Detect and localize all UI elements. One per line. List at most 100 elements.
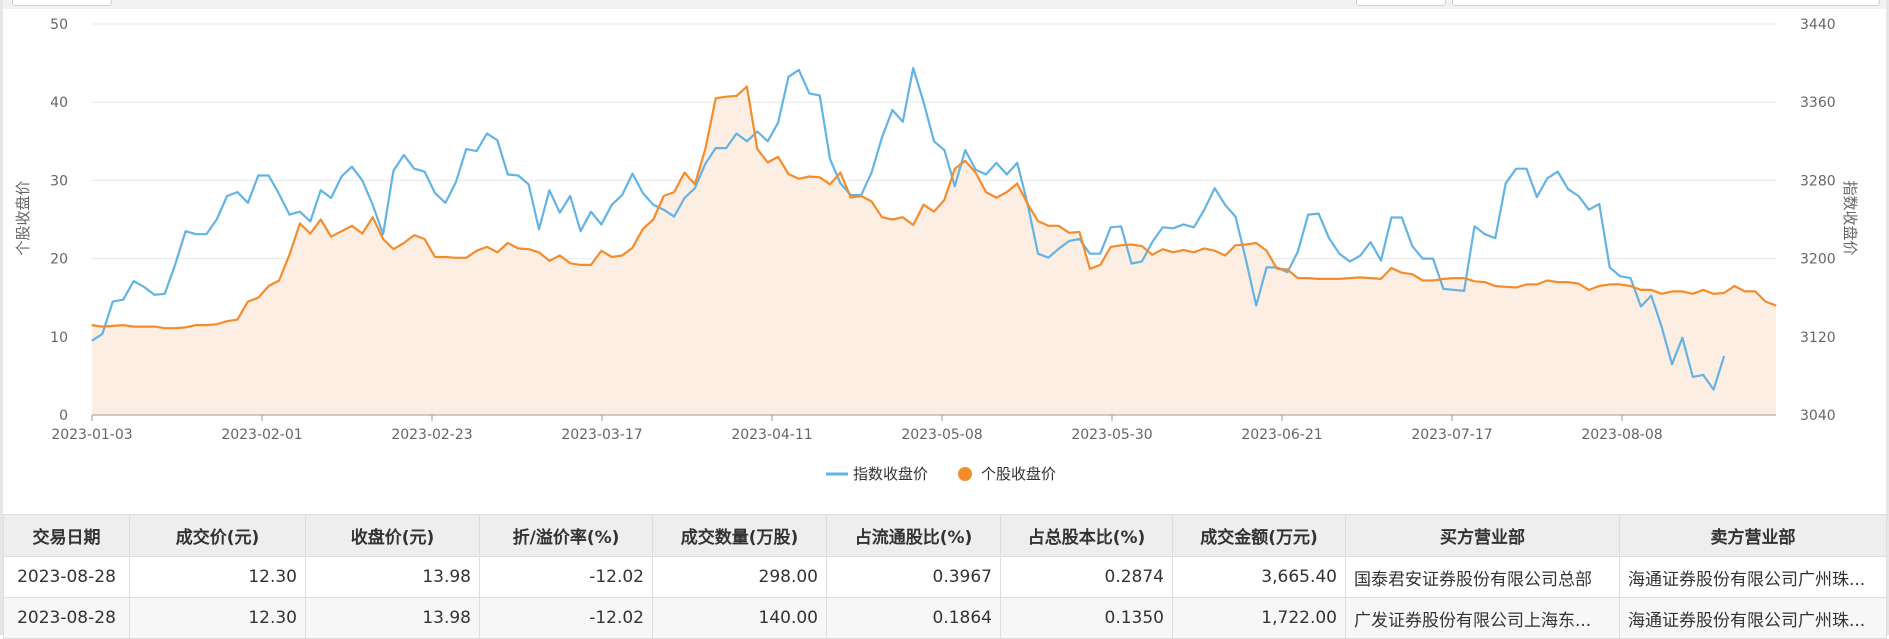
stock-point bbox=[1494, 285, 1496, 287]
header-trade-date[interactable]: 交易日期 bbox=[3, 514, 130, 557]
stock-point bbox=[1681, 290, 1683, 292]
stock-point bbox=[1577, 283, 1580, 285]
x-axis: 2023-01-03 2023-02-01 2023-02-23 2023-03-17… bbox=[51, 414, 1776, 443]
cell-volume: 140.00 bbox=[652, 597, 827, 639]
stock-point bbox=[798, 178, 800, 180]
header-close-price[interactable]: 收盘价(元) bbox=[305, 514, 480, 557]
y-left-tick-label: 40 bbox=[50, 95, 68, 111]
index-point bbox=[1380, 260, 1382, 262]
index-point bbox=[1557, 171, 1559, 173]
stock-point bbox=[715, 97, 717, 99]
chart-legend: 指数收盘价 个股收盘价 bbox=[826, 465, 1056, 483]
index-point bbox=[756, 130, 758, 133]
x-tick-label: 2023-07-17 bbox=[1411, 427, 1492, 443]
stock-point bbox=[455, 257, 457, 259]
toolbar-button-right-2[interactable] bbox=[1452, 0, 1880, 6]
stock-point bbox=[1359, 276, 1361, 278]
index-point bbox=[631, 173, 634, 175]
y-left-tick-label: 10 bbox=[50, 330, 68, 346]
y-right-tick-label: 3360 bbox=[1800, 95, 1836, 111]
index-point bbox=[746, 140, 748, 142]
stock-point bbox=[528, 248, 530, 250]
header-amount[interactable]: 成交金额(万元) bbox=[1172, 514, 1346, 557]
header-total-ratio[interactable]: 占总股本比(%) bbox=[1000, 514, 1173, 557]
index-point bbox=[923, 101, 925, 103]
stock-point bbox=[1286, 268, 1288, 271]
index-point bbox=[278, 193, 280, 195]
stock-point bbox=[1224, 254, 1226, 257]
stock-point bbox=[1598, 285, 1600, 287]
index-point bbox=[1193, 226, 1195, 228]
stock-point bbox=[1307, 277, 1309, 279]
y-left-tick-label: 30 bbox=[50, 173, 68, 189]
stock-point bbox=[1234, 244, 1237, 246]
index-point bbox=[528, 183, 530, 185]
stock-point bbox=[1162, 248, 1164, 250]
stock-point bbox=[424, 238, 426, 240]
index-point bbox=[611, 204, 613, 206]
index-point bbox=[798, 69, 800, 71]
stock-point bbox=[1713, 293, 1715, 295]
index-close-line bbox=[91, 66, 1726, 391]
cell-premium-rate: -12.02 bbox=[479, 597, 653, 639]
cell-seller[interactable]: 海通证券股份有限公司广州珠... bbox=[1619, 597, 1887, 639]
stock-point bbox=[1733, 285, 1735, 287]
index-point bbox=[288, 214, 291, 216]
y-right-tick-label: 3120 bbox=[1800, 330, 1836, 346]
stock-point bbox=[143, 326, 145, 328]
cell-volume: 298.00 bbox=[652, 556, 827, 598]
stock-point bbox=[174, 327, 176, 329]
index-point bbox=[1037, 253, 1039, 255]
index-point bbox=[1411, 245, 1413, 247]
cell-seller[interactable]: 海通证券股份有限公司广州珠... bbox=[1619, 556, 1887, 598]
cell-buyer[interactable]: 广发证券股份有限公司上海东... bbox=[1345, 597, 1620, 639]
legend-item-index[interactable]: 指数收盘价 bbox=[826, 465, 928, 483]
index-point bbox=[933, 140, 935, 142]
stock-point bbox=[871, 200, 873, 203]
index-point bbox=[1297, 251, 1299, 253]
toolbar-button-left[interactable] bbox=[12, 0, 112, 6]
y-right-tick-label: 3440 bbox=[1800, 17, 1836, 33]
index-point bbox=[694, 187, 696, 189]
stock-point bbox=[787, 173, 790, 175]
legend-item-stock[interactable]: 个股收盘价 bbox=[958, 465, 1056, 483]
y-left-tick-label: 20 bbox=[50, 252, 68, 268]
index-point bbox=[1692, 376, 1694, 378]
stock-point bbox=[912, 224, 914, 226]
header-buyer[interactable]: 买方营业部 bbox=[1345, 514, 1620, 557]
index-point bbox=[372, 204, 374, 206]
toolbar-button-right-1[interactable] bbox=[1356, 0, 1446, 6]
block-trade-table: 交易日期 成交价(元) 收盘价(元) 折/溢价率(%) 成交数量(万股) 占流通… bbox=[3, 514, 1887, 639]
cell-trade-price: 12.30 bbox=[129, 597, 306, 639]
y-axis-right-title: 指数收盘价 bbox=[1841, 180, 1859, 255]
header-float-ratio[interactable]: 占流通股比(%) bbox=[826, 514, 1001, 557]
index-point bbox=[268, 174, 270, 177]
index-point bbox=[559, 212, 561, 214]
stock-point bbox=[392, 248, 395, 250]
index-point bbox=[1432, 258, 1434, 260]
index-point bbox=[715, 147, 717, 149]
stock-point bbox=[631, 247, 634, 249]
index-point bbox=[860, 194, 862, 196]
header-volume[interactable]: 成交数量(万股) bbox=[652, 514, 827, 557]
header-premium-rate[interactable]: 折/溢价率(%) bbox=[479, 514, 653, 557]
legend-stock-label: 个股收盘价 bbox=[981, 465, 1056, 483]
header-seller[interactable]: 卖方营业部 bbox=[1619, 514, 1887, 557]
stock-point bbox=[226, 320, 228, 322]
stock-point bbox=[299, 222, 301, 224]
stock-point bbox=[1266, 250, 1268, 252]
index-point bbox=[465, 148, 467, 150]
index-point bbox=[247, 202, 249, 204]
stock-point bbox=[133, 326, 135, 328]
index-point bbox=[1338, 253, 1340, 255]
stock-point bbox=[704, 148, 706, 150]
index-point bbox=[975, 169, 977, 171]
price-chart: 2023-01-03 2023-02-01 2023-02-23 2023-03-17… bbox=[14, 17, 1859, 483]
stock-point bbox=[1723, 292, 1725, 294]
header-trade-price[interactable]: 成交价(元) bbox=[129, 514, 306, 557]
cell-buyer[interactable]: 国泰君安证券股份有限公司总部 bbox=[1345, 556, 1620, 598]
stock-point bbox=[382, 238, 384, 240]
index-point bbox=[101, 333, 103, 335]
index-point bbox=[309, 220, 311, 223]
index-point bbox=[486, 132, 488, 135]
